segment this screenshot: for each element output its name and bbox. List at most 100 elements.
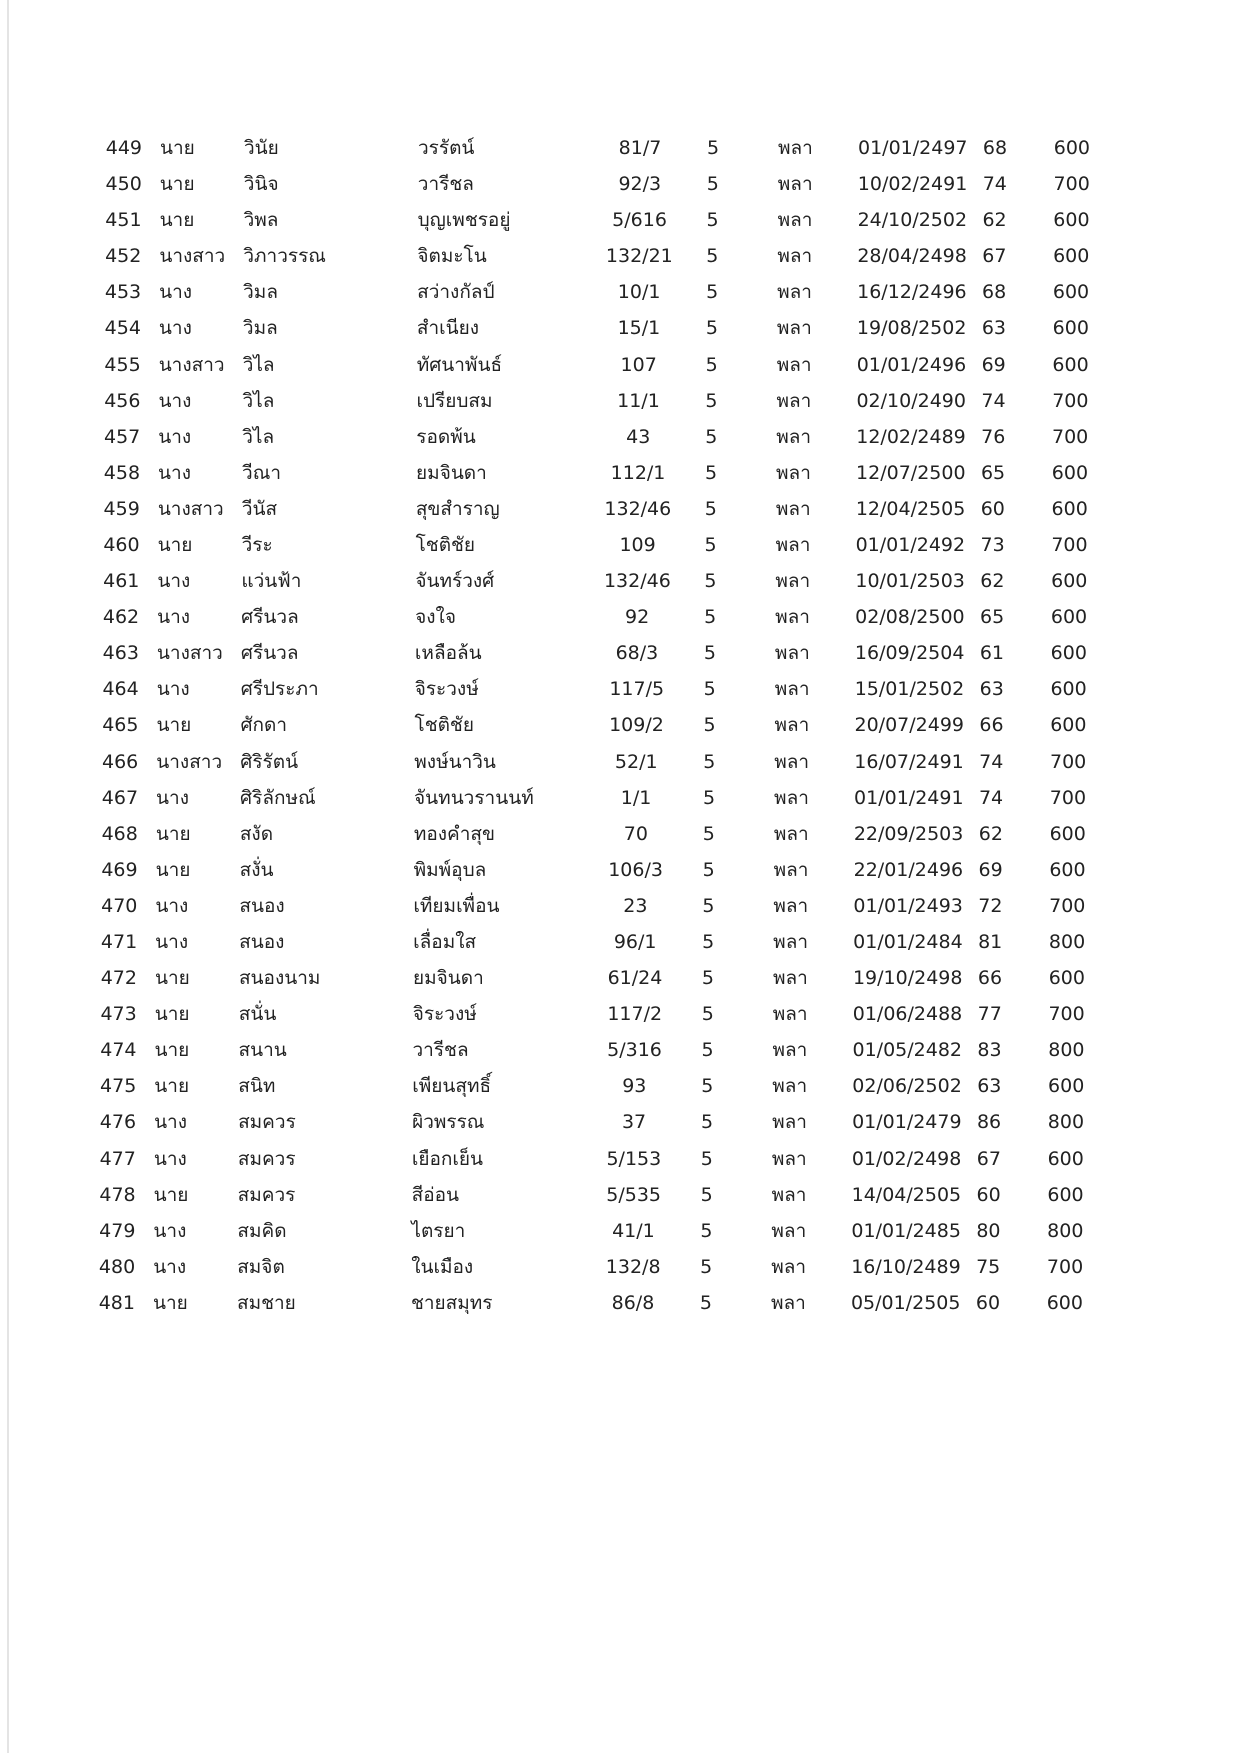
cell-moo: 5 — [705, 353, 718, 376]
table-row: 458 นาง วีณา ยมจินดา 112/1 5 พลา 12/07/2500 65 60… — [0, 458, 1238, 488]
cell-title: นาง — [153, 1147, 187, 1170]
cell-sub: พลา — [772, 1075, 808, 1098]
cell-name: วิไล — [242, 353, 275, 376]
cell-sub: พลา — [772, 1003, 808, 1026]
cell-sub: พลา — [776, 461, 811, 484]
cell-sub: พลา — [772, 1039, 808, 1062]
cell-dob: 28/04/2498 — [857, 245, 967, 268]
cell-moo: 5 — [706, 209, 719, 232]
cell-amt: 800 — [1047, 1219, 1084, 1242]
cell-amt: 700 — [1046, 1255, 1084, 1278]
cell-addr: 109 — [619, 533, 656, 556]
cell-dob: 01/01/2493 — [853, 894, 963, 917]
cell-addr: 5/535 — [606, 1183, 661, 1206]
cell-age: 67 — [982, 245, 1007, 268]
cell-no: 452 — [105, 245, 142, 268]
cell-title: นาง — [156, 678, 190, 701]
cell-no: 467 — [101, 786, 139, 809]
cell-name: วิไล — [242, 389, 275, 412]
cell-addr: 106/3 — [608, 858, 663, 881]
cell-dob: 24/10/2502 — [857, 209, 968, 232]
cell-addr: 10/1 — [617, 281, 661, 304]
cell-title: นางสาว — [156, 750, 223, 773]
cell-name: สนาน — [238, 1039, 287, 1062]
cell-dob: 01/06/2488 — [852, 1003, 963, 1026]
cell-name: สนองนาม — [238, 967, 321, 990]
cell-dob: 10/02/2491 — [857, 173, 968, 196]
cell-title: นาง — [158, 317, 192, 340]
scan-edge-line — [7, 0, 9, 1753]
cell-age: 68 — [982, 281, 1007, 304]
cell-no: 473 — [100, 1003, 137, 1026]
cell-moo: 5 — [706, 173, 719, 196]
cell-title: นาย — [160, 137, 195, 159]
cell-sub: พลา — [772, 1111, 807, 1134]
cell-moo: 5 — [702, 930, 715, 953]
cell-amt: 600 — [1050, 714, 1087, 737]
table-row: 465 นาย ศักดา โชติชัย 109/2 5 พลา 20/07/2499 66 6… — [0, 710, 1236, 740]
table-row: 459 นางสาว วีนัส สุขสำราญ 132/46 5 พลา 12/04/25… — [0, 494, 1238, 524]
cell-moo: 5 — [701, 1003, 714, 1026]
cell-sub: พลา — [771, 1219, 807, 1242]
cell-age: 65 — [980, 461, 1006, 484]
cell-moo: 5 — [703, 678, 716, 701]
cell-age: 62 — [982, 209, 1007, 232]
cell-no: 481 — [98, 1291, 135, 1314]
cell-surname: ยมจินดา — [412, 967, 484, 990]
cell-moo: 5 — [705, 389, 718, 412]
cell-sub: พลา — [771, 1255, 807, 1278]
cell-surname: สำเนียง — [416, 317, 480, 340]
cell-surname: วารีชล — [417, 173, 474, 196]
cell-name: สมควร — [238, 1111, 296, 1134]
cell-title: นาย — [156, 714, 192, 737]
cell-moo: 5 — [701, 1075, 714, 1098]
cell-surname: จิตมะโน — [417, 245, 487, 268]
cell-name: ศิริลักษณ์ — [240, 786, 316, 809]
cell-addr: 117/5 — [609, 678, 665, 701]
cell-dob: 01/01/2479 — [852, 1111, 962, 1134]
cell-sub: พลา — [778, 137, 813, 159]
cell-moo: 5 — [705, 317, 718, 340]
cell-moo: 5 — [703, 642, 716, 665]
cell-age: 62 — [978, 822, 1003, 845]
cell-sub: พลา — [773, 858, 809, 881]
cell-surname: จิระวงษ์ — [414, 678, 479, 701]
table-row: 452 นางสาว วิภาวรรณ จิตมะโน 132/21 5 พลา 28/04/… — [0, 241, 1239, 271]
cell-title: นาย — [154, 1003, 190, 1026]
cell-amt: 600 — [1047, 1147, 1084, 1170]
cell-no: 455 — [104, 353, 141, 376]
cell-age: 63 — [977, 1075, 1002, 1098]
cell-addr: 96/1 — [613, 930, 657, 953]
cell-name: สนั่น — [238, 1003, 277, 1026]
cell-age: 81 — [978, 930, 1003, 953]
cell-age: 66 — [977, 967, 1003, 990]
table-row: 479 นาง สมคิด ไตรยา 41/1 5 พลา 01/01/2485 80 800 — [0, 1216, 1233, 1246]
cell-no: 474 — [100, 1039, 137, 1062]
cell-name: วีณา — [242, 461, 281, 484]
cell-amt: 600 — [1053, 209, 1090, 232]
cell-addr: 92 — [625, 606, 650, 629]
cell-no: 453 — [104, 281, 142, 304]
cell-dob: 16/09/2504 — [854, 642, 965, 665]
cell-name: สงัด — [239, 822, 274, 845]
cell-title: นาย — [154, 967, 190, 990]
table-row: 478 นาย สมควร สีอ่อน 5/535 5 พลา 14/04/2505 60 60… — [0, 1180, 1234, 1210]
cell-moo: 5 — [705, 425, 718, 448]
cell-no: 471 — [100, 930, 138, 953]
cell-addr: 68/3 — [615, 642, 659, 665]
cell-surname: รอดพ้น — [416, 425, 476, 448]
cell-title: นาง — [157, 606, 191, 629]
cell-amt: 600 — [1050, 606, 1088, 629]
cell-moo: 5 — [701, 1111, 714, 1134]
cell-amt: 800 — [1048, 1039, 1085, 1062]
cell-surname: จันทร์วงศ์ — [415, 570, 495, 593]
cell-surname: ไตรยา — [411, 1219, 466, 1242]
cell-title: นาง — [158, 425, 192, 448]
cell-no: 465 — [102, 714, 139, 737]
cell-dob: 01/05/2482 — [852, 1039, 963, 1062]
cell-amt: 600 — [1050, 642, 1087, 665]
cell-moo: 5 — [699, 1291, 713, 1314]
cell-dob: 01/01/2484 — [853, 930, 963, 953]
cell-addr: 5/153 — [606, 1147, 662, 1170]
cell-addr: 92/3 — [618, 173, 662, 196]
